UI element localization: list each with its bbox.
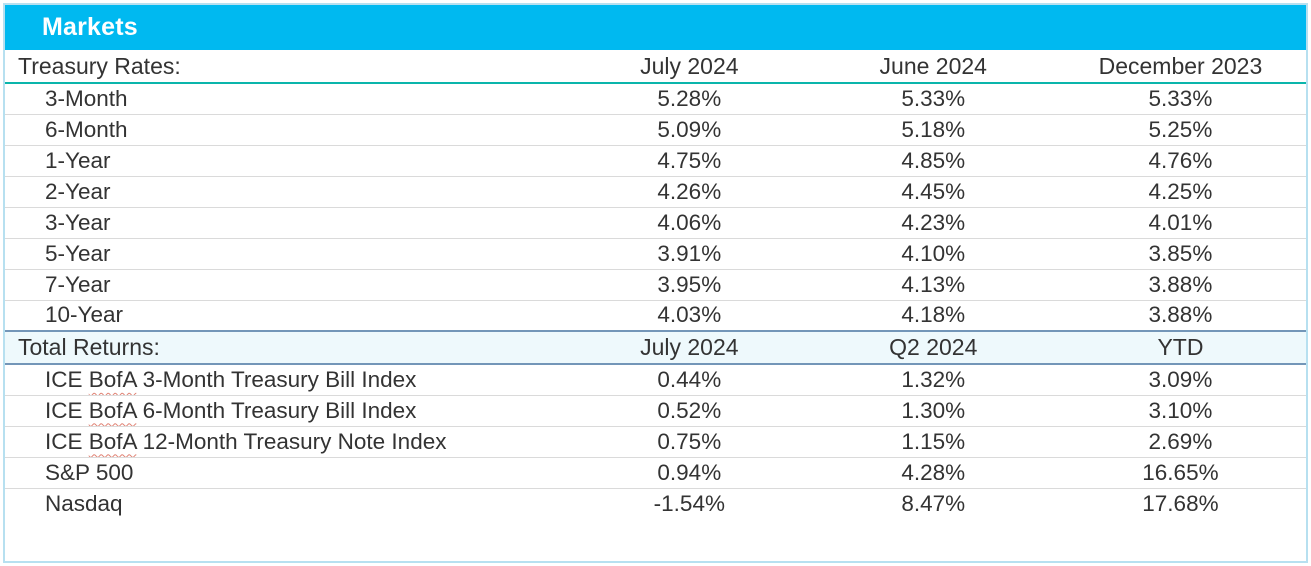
row-value: 1.30% — [901, 397, 966, 423]
row-value: 5.28% — [657, 85, 722, 111]
row-value: 4.06% — [657, 209, 722, 235]
row-label-text: 3-Month Treasury Bill Index — [136, 366, 417, 392]
row-label: 2-Year — [45, 178, 111, 204]
column-header: June 2024 — [879, 52, 987, 79]
table-row: 3-Month 5.28% 5.33% 5.33% — [5, 83, 1306, 114]
row-value: 4.45% — [901, 178, 966, 204]
row-value: 4.25% — [1148, 178, 1213, 204]
row-value: 4.28% — [901, 459, 966, 485]
row-value: 4.01% — [1148, 209, 1213, 235]
row-label: Nasdaq — [45, 490, 123, 516]
row-label: 10-Year — [45, 302, 123, 328]
row-value: 8.47% — [901, 490, 966, 516]
row-value: 5.25% — [1148, 116, 1213, 142]
row-value: 1.15% — [901, 428, 966, 454]
row-value: 4.03% — [657, 302, 722, 328]
row-value: 0.52% — [657, 397, 722, 423]
column-header: July 2024 — [640, 52, 739, 79]
table-row: 1-Year 4.75% 4.85% 4.76% — [5, 145, 1306, 176]
table-row: 6-Month 5.09% 5.18% 5.25% — [5, 114, 1306, 145]
table-row: ICE BofA 3-Month Treasury Bill Index 0.4… — [5, 364, 1306, 395]
table-row: ICE BofA 12-Month Treasury Note Index 0.… — [5, 426, 1306, 457]
row-value: 3.09% — [1148, 366, 1213, 392]
row-value: 0.75% — [657, 428, 722, 454]
row-label: 3-Year — [45, 209, 111, 235]
page-title: Markets — [42, 13, 138, 41]
row-label-text: 6-Month Treasury Bill Index — [136, 397, 417, 423]
table-row: 3-Year 4.06% 4.23% 4.01% — [5, 207, 1306, 238]
row-value: 4.75% — [657, 147, 722, 173]
row-label-text: ICE — [45, 397, 89, 423]
section-header-row-treasury-rates: Treasury Rates: July 2024 June 2024 Dece… — [5, 50, 1306, 83]
section-title: Total Returns: — [18, 334, 160, 360]
markets-panel: Markets Treasury Rates: July 2024 June 2… — [3, 3, 1308, 563]
table-row: Nasdaq -1.54% 8.47% 17.68% — [5, 488, 1306, 519]
row-value: 5.33% — [1148, 85, 1213, 111]
table-row: 2-Year 4.26% 4.45% 4.25% — [5, 176, 1306, 207]
table-row: ICE BofA 6-Month Treasury Bill Index 0.5… — [5, 395, 1306, 426]
row-value: 5.18% — [901, 116, 966, 142]
row-label: ICE BofA 3-Month Treasury Bill Index — [5, 364, 567, 395]
column-header: Q2 2024 — [889, 334, 978, 360]
row-label: 7-Year — [45, 271, 111, 297]
row-label-text: ICE — [45, 366, 89, 392]
row-value: 4.18% — [901, 302, 966, 328]
table-row: 10-Year 4.03% 4.18% 3.88% — [5, 300, 1306, 331]
row-value: 0.94% — [657, 459, 722, 485]
row-value: 17.68% — [1142, 490, 1219, 516]
row-value: 1.32% — [901, 366, 966, 392]
row-value: 4.85% — [901, 147, 966, 173]
row-value: 4.10% — [901, 240, 966, 266]
row-value: 3.85% — [1148, 240, 1213, 266]
section-title: Treasury Rates: — [18, 52, 181, 79]
row-value: 0.44% — [657, 366, 722, 392]
table-row: 5-Year 3.91% 4.10% 3.85% — [5, 238, 1306, 269]
row-value: -1.54% — [653, 490, 725, 516]
row-label: 3-Month — [45, 85, 128, 111]
row-value: 5.09% — [657, 116, 722, 142]
section-header-row-total-returns: Total Returns: July 2024 Q2 2024 YTD — [5, 331, 1306, 364]
row-label: 1-Year — [45, 147, 111, 173]
row-label: 6-Month — [45, 116, 128, 142]
row-value: 3.91% — [657, 240, 722, 266]
spellcheck-underline-word: BofA — [88, 428, 137, 454]
row-label-text: 12-Month Treasury Note Index — [136, 428, 447, 454]
table-row: 7-Year 3.95% 4.13% 3.88% — [5, 269, 1306, 300]
row-label-text: ICE — [45, 428, 89, 454]
row-value: 4.13% — [901, 271, 966, 297]
row-value: 3.88% — [1148, 302, 1213, 328]
column-header: YTD — [1157, 334, 1204, 360]
row-value: 3.88% — [1148, 271, 1213, 297]
row-value: 2.69% — [1148, 428, 1213, 454]
row-value: 4.23% — [901, 209, 966, 235]
markets-table: Treasury Rates: July 2024 June 2024 Dece… — [5, 50, 1306, 519]
row-value: 3.95% — [657, 271, 722, 297]
row-value: 5.33% — [901, 85, 966, 111]
row-value: 16.65% — [1142, 459, 1219, 485]
spellcheck-underline-word: BofA — [88, 397, 137, 423]
row-value: 4.76% — [1148, 147, 1213, 173]
column-header: December 2023 — [1098, 52, 1263, 79]
row-label: S&P 500 — [45, 459, 134, 485]
row-value: 4.26% — [657, 178, 722, 204]
markets-header-bar: Markets — [5, 5, 1306, 50]
row-label: 5-Year — [45, 240, 111, 266]
row-label: ICE BofA 6-Month Treasury Bill Index — [5, 395, 567, 426]
column-header: July 2024 — [640, 334, 739, 360]
row-value: 3.10% — [1148, 397, 1213, 423]
table-row: S&P 500 0.94% 4.28% 16.65% — [5, 457, 1306, 488]
row-label: ICE BofA 12-Month Treasury Note Index — [5, 426, 567, 457]
spellcheck-underline-word: BofA — [88, 366, 137, 392]
